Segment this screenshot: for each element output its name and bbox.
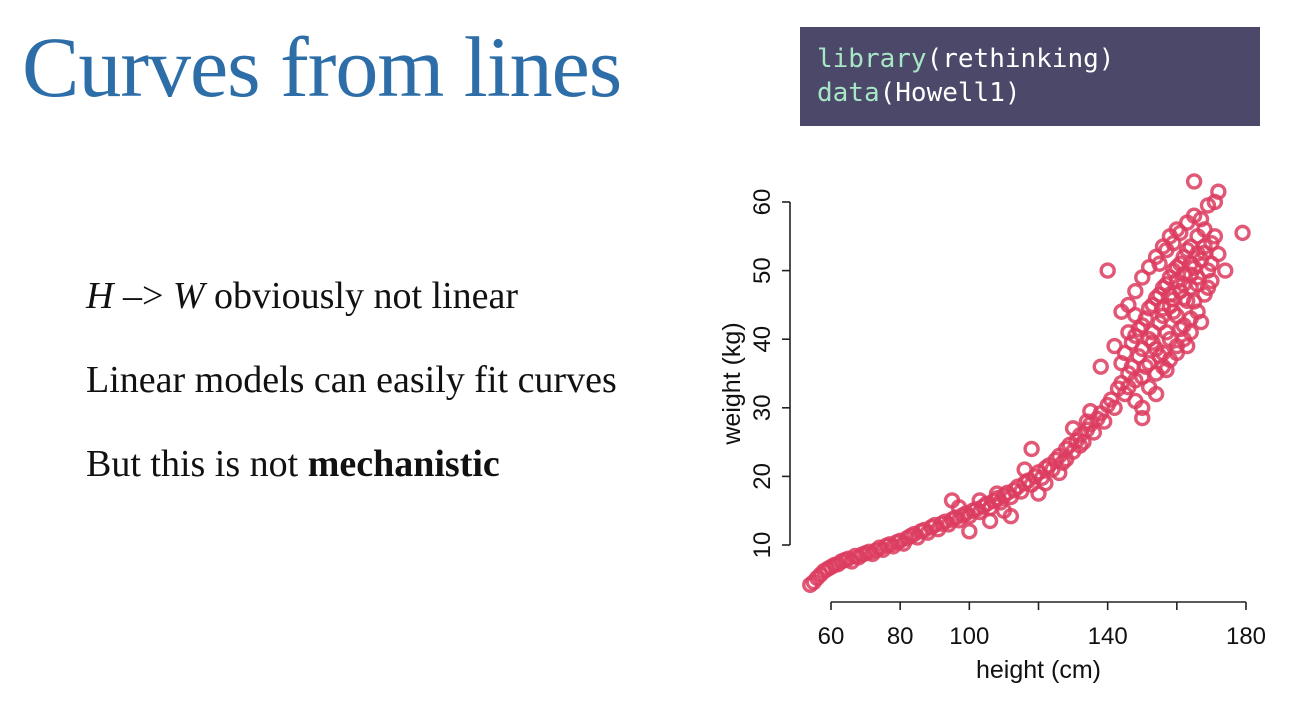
variable-w: W bbox=[172, 275, 205, 317]
x-axis-label: height (cm) bbox=[976, 656, 1101, 684]
data-point bbox=[1071, 437, 1089, 454]
data-point bbox=[1168, 221, 1186, 238]
code-block: library(rethinking) data(Howell1) bbox=[800, 27, 1260, 126]
data-point bbox=[1106, 399, 1123, 417]
data-point bbox=[1158, 361, 1175, 379]
y-tick-label: 20 bbox=[749, 463, 776, 490]
data-point bbox=[961, 523, 978, 540]
data-point bbox=[1161, 286, 1179, 303]
data-point bbox=[981, 512, 999, 530]
data-point bbox=[1172, 320, 1189, 338]
code-arguments: (Howell1) bbox=[879, 78, 1021, 108]
data-point bbox=[1179, 337, 1196, 355]
data-point bbox=[1134, 409, 1151, 427]
data-point bbox=[1113, 355, 1130, 372]
y-tick-label: 50 bbox=[749, 257, 776, 284]
data-point bbox=[1127, 282, 1144, 300]
bullet-item: Linear models can easily fit curves bbox=[86, 359, 617, 401]
data-point bbox=[1092, 358, 1109, 375]
y-axis-label: weight (kg) bbox=[718, 322, 746, 445]
bullet-item: But this is not mechanistic bbox=[86, 438, 646, 491]
data-point bbox=[971, 492, 988, 509]
scatter-plot: 60 80 100 140 180 10 20 30 40 50 60 height (cm) we… bbox=[718, 173, 1266, 684]
data-point bbox=[1203, 272, 1220, 290]
data-point bbox=[1192, 313, 1210, 331]
data-point bbox=[1192, 210, 1210, 228]
data-point bbox=[950, 499, 968, 516]
data-point bbox=[1234, 224, 1251, 242]
data-point bbox=[1151, 348, 1168, 365]
data-point bbox=[1196, 238, 1213, 255]
data-point bbox=[1102, 391, 1120, 408]
bullet-bold-text: mechanistic bbox=[307, 443, 500, 485]
arrow-text: –> bbox=[113, 275, 173, 317]
code-line-2: data(Howell1) bbox=[817, 76, 1260, 110]
data-point bbox=[1185, 293, 1203, 310]
data-point bbox=[1144, 334, 1161, 351]
data-point bbox=[1002, 507, 1020, 525]
data-point bbox=[1037, 475, 1054, 492]
data-point bbox=[1096, 413, 1113, 430]
data-point bbox=[1078, 413, 1096, 430]
data-point bbox=[1023, 440, 1040, 458]
data-point bbox=[1064, 420, 1082, 437]
variable-h: H bbox=[86, 275, 114, 317]
data-point bbox=[1120, 324, 1137, 341]
data-point bbox=[1203, 255, 1220, 272]
data-point bbox=[1185, 173, 1203, 190]
code-arguments: (rethinking) bbox=[926, 44, 1115, 74]
data-point bbox=[1099, 262, 1116, 279]
y-tick-label: 30 bbox=[749, 394, 776, 421]
x-tick-label: 60 bbox=[818, 623, 845, 650]
x-tick-label: 100 bbox=[949, 623, 989, 650]
x-tick-label: 80 bbox=[887, 623, 914, 650]
bullet-list: H –> W obviously not linear Linear model… bbox=[86, 270, 646, 522]
slide-title: Curves from lines bbox=[22, 19, 622, 115]
code-line-1: library(rethinking) bbox=[817, 42, 1260, 76]
bullet-item: H –> W obviously not linear bbox=[86, 270, 646, 323]
y-tick-label: 40 bbox=[749, 326, 776, 353]
data-point bbox=[1127, 306, 1144, 324]
y-tick-label: 10 bbox=[749, 532, 776, 559]
bullet-text: But this is not bbox=[86, 443, 308, 485]
data-point bbox=[1106, 337, 1123, 355]
data-point bbox=[1217, 262, 1234, 279]
data-point bbox=[1016, 461, 1033, 478]
x-tick-label: 140 bbox=[1088, 623, 1128, 650]
data-point bbox=[988, 485, 1006, 502]
data-point bbox=[1147, 385, 1165, 403]
data-point bbox=[1120, 379, 1137, 396]
points-layer bbox=[802, 173, 1251, 593]
data-point bbox=[1134, 399, 1151, 417]
axes-layer: 60 80 100 140 180 10 20 30 40 50 60 bbox=[749, 189, 1266, 650]
data-point bbox=[1210, 183, 1227, 200]
y-tick-label: 60 bbox=[749, 189, 776, 216]
bullet-text: obviously not linear bbox=[204, 275, 519, 317]
x-tick-label: 180 bbox=[1226, 623, 1266, 650]
data-point bbox=[1154, 300, 1172, 317]
data-point bbox=[1051, 464, 1068, 482]
data-point bbox=[1057, 451, 1075, 468]
code-function-name: data bbox=[817, 78, 880, 108]
code-function-name: library bbox=[817, 44, 927, 74]
